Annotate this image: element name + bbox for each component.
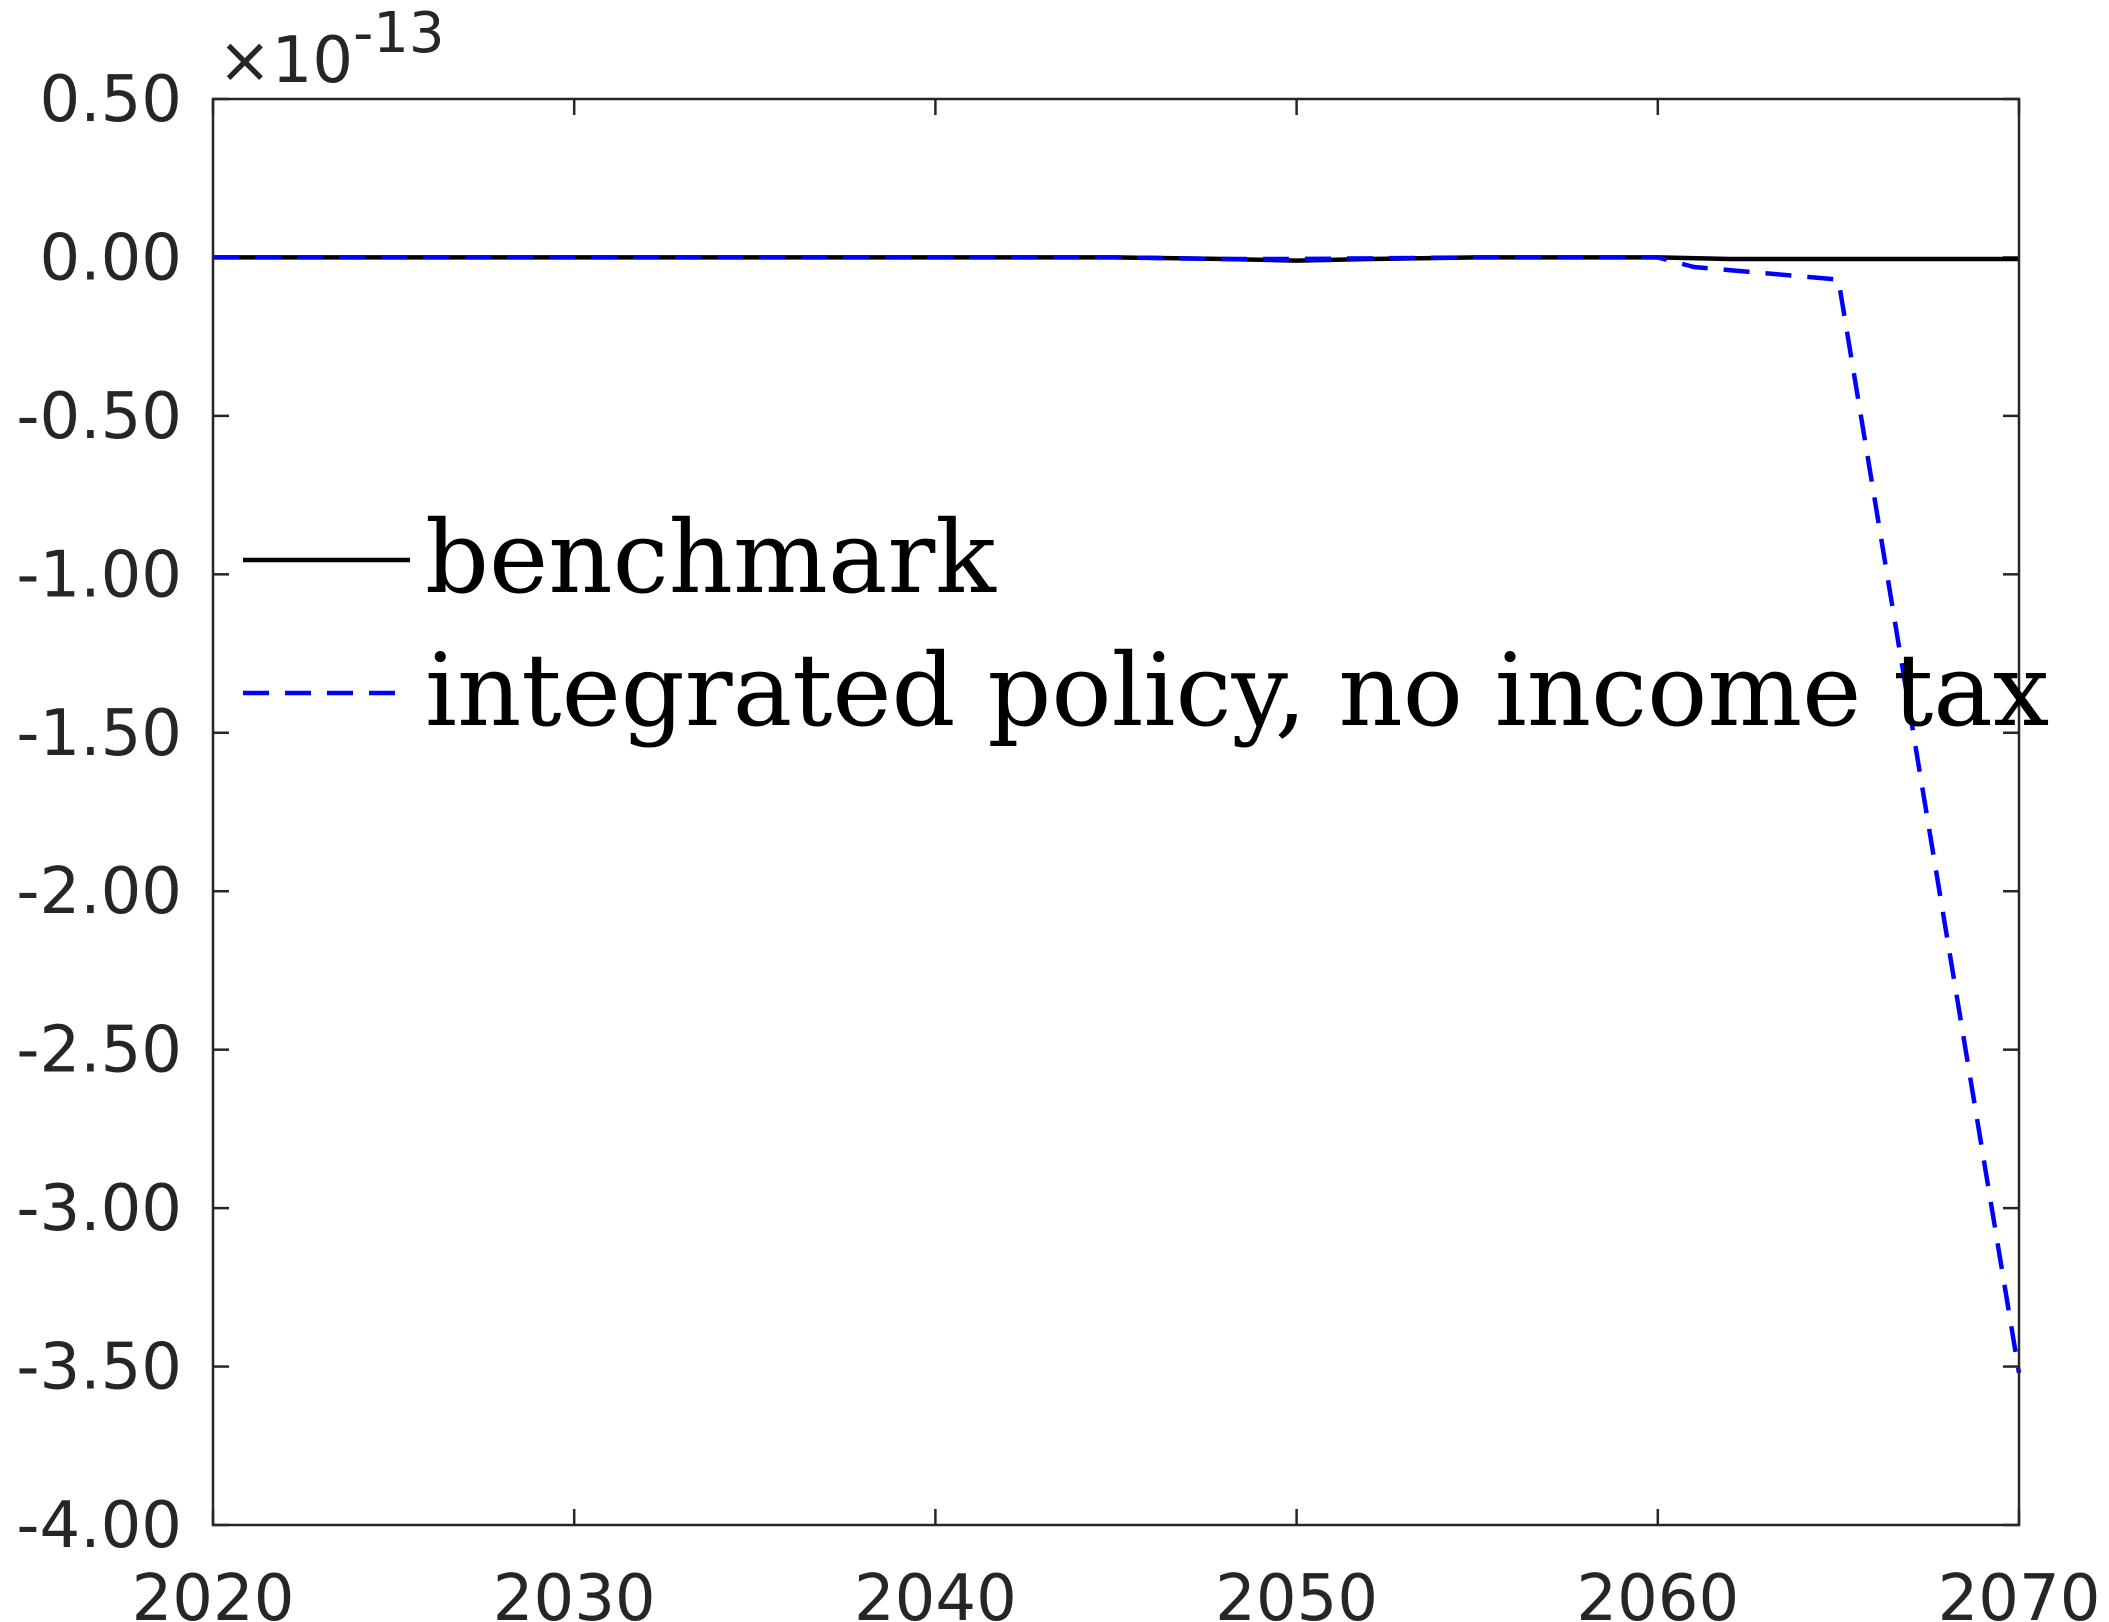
- plot-area: [213, 99, 2019, 1525]
- x-tick-label: 2040: [854, 1562, 1017, 1622]
- x-tick-label: 2050: [1215, 1562, 1378, 1622]
- axes-box: [211, 97, 2021, 1527]
- y-exponent-power: -13: [353, 1, 444, 66]
- y-tick-label: -2.00: [16, 855, 182, 929]
- y-tick-label: -0.50: [16, 380, 182, 454]
- x-tick-label: 2020: [132, 1562, 295, 1622]
- x-tick-label: 2060: [1576, 1562, 1739, 1622]
- y-tick-label: -1.50: [16, 697, 182, 771]
- y-tick-label: -3.00: [16, 1172, 182, 1246]
- x-tick-label: 2070: [1938, 1562, 2101, 1622]
- y-tick-label: -1.00: [16, 538, 182, 612]
- series-line-integrated-policy: [213, 255, 2022, 1374]
- y-tick-label: -4.00: [16, 1489, 182, 1563]
- series-lines: [213, 255, 2022, 1374]
- y-tick-labels: 0.50 0.00 -0.50 -1.00 -1.50 -2.00 -2.50 -3.00 -3…: [16, 63, 182, 1563]
- y-tick-label: 0.00: [40, 221, 183, 295]
- y-exponent-base: ×10: [218, 24, 353, 98]
- x-tick-label: 2030: [493, 1562, 656, 1622]
- y-tick-label: -3.50: [16, 1331, 182, 1405]
- legend-label: integrated policy, no income tax: [425, 632, 2049, 749]
- y-exponent-label: ×10-13: [218, 1, 445, 98]
- legend: benchmark integrated policy, no income ta…: [243, 499, 2049, 749]
- series-line-benchmark: [213, 255, 2019, 263]
- x-tick-labels: 2020 2030 2040 2050 2060 2070: [132, 1562, 2101, 1622]
- y-tick-label: 0.50: [40, 63, 183, 137]
- legend-label: benchmark: [425, 499, 997, 616]
- y-tick-label: -2.50: [16, 1014, 182, 1088]
